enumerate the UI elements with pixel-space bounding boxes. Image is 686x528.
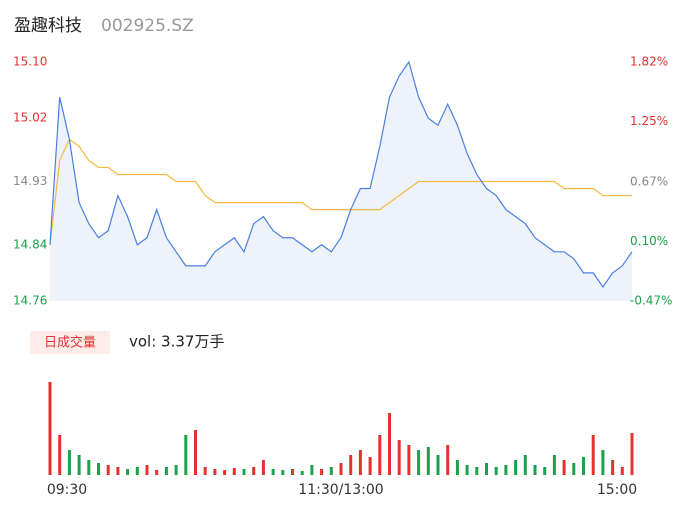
y-tick-label: 14.84: [13, 237, 47, 251]
volume-bar: [155, 470, 159, 475]
volume-bar: [67, 450, 71, 475]
volume-bar: [329, 467, 333, 475]
volume-bar: [504, 465, 508, 475]
volume-bar: [184, 435, 188, 475]
volume-bar: [106, 465, 110, 475]
volume-bar: [310, 465, 314, 475]
volume-bar: [630, 433, 634, 475]
volume-bar: [436, 455, 440, 475]
volume-bar: [252, 467, 256, 475]
volume-bar: [194, 430, 197, 475]
volume-bar: [135, 467, 139, 475]
volume-bar: [611, 460, 615, 475]
volume-bar: [271, 469, 275, 475]
y2-tick-label: -0.47%: [630, 294, 672, 308]
volume-bar: [242, 469, 246, 475]
volume-label: 日成交量: [44, 335, 96, 351]
volume-bar: [514, 460, 518, 475]
volume-bar: [533, 465, 537, 475]
stock-code: 002925.SZ: [101, 16, 194, 36]
volume-bar: [485, 463, 488, 475]
volume-bar: [223, 470, 227, 475]
volume-bar: [601, 450, 605, 475]
volume-bar: [494, 467, 498, 475]
volume-bar: [339, 463, 343, 475]
volume-bar: [475, 467, 479, 475]
volume-bar: [203, 467, 207, 475]
volume-bar: [523, 455, 527, 475]
volume-bar: [417, 450, 421, 475]
volume-bar: [407, 445, 411, 475]
volume-bar: [426, 447, 430, 475]
volume-bar: [397, 440, 401, 475]
volume-bar: [261, 460, 265, 475]
volume-bar: [358, 450, 362, 475]
volume-bar: [562, 460, 566, 475]
volume-bar: [446, 445, 450, 475]
volume-bar: [77, 455, 81, 475]
x-tick-label: 11:30/13:00: [298, 482, 383, 498]
volume-bar: [543, 467, 547, 475]
y-tick-label: 15.02: [13, 111, 47, 125]
x-tick-label: 09:30: [47, 482, 87, 498]
volume-bar: [281, 470, 285, 475]
y2-tick-label: 1.25%: [630, 114, 668, 128]
volume-bar: [591, 435, 595, 475]
average-line: [49, 138, 632, 245]
volume-bar: [126, 469, 130, 475]
volume-bar: [582, 457, 585, 475]
volume-bar: [87, 460, 91, 475]
y2-tick-label: 0.67%: [630, 175, 668, 189]
price-area: [50, 62, 632, 301]
volume-bar: [291, 469, 294, 475]
volume-bar: [349, 455, 353, 475]
volume-bar: [455, 460, 459, 475]
y-tick-label: 15.10: [13, 55, 47, 69]
volume-bar: [232, 468, 236, 475]
volume-bar: [58, 435, 62, 475]
y2-tick-label: 0.10%: [630, 234, 668, 248]
badge: [30, 331, 110, 354]
volume-summary: vol: 3.37万手: [129, 333, 224, 351]
volume-bar: [572, 463, 576, 475]
volume-bar: [300, 471, 304, 475]
volume-bar: [145, 465, 149, 475]
volume-bar: [48, 382, 52, 475]
volume-bar: [116, 467, 120, 475]
volume-bar: [552, 455, 556, 475]
volume-bar: [164, 467, 168, 475]
stock-name: 盈趣科技: [14, 16, 82, 36]
y-tick-label: 14.93: [13, 174, 47, 188]
volume-bar: [174, 465, 178, 475]
volume-bar: [97, 463, 100, 475]
x-tick-label: 15:00: [597, 482, 637, 498]
y-tick-label: 14.76: [13, 294, 47, 308]
volume-bar: [620, 467, 624, 475]
volume-bar: [378, 435, 382, 475]
volume-bar: [320, 469, 324, 475]
volume-bar: [465, 465, 469, 475]
price-line: [49, 60, 633, 288]
y2-tick-label: 1.82%: [630, 55, 668, 69]
volume-bar: [368, 457, 372, 475]
volume-bar: [388, 413, 391, 475]
volume-bar: [213, 469, 217, 475]
